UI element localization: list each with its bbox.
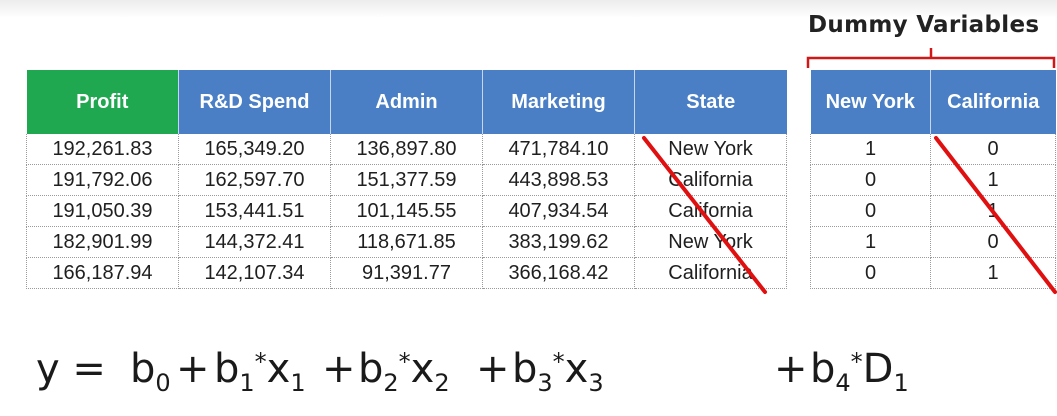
admin-header: Admin	[330, 70, 483, 134]
new-york-dummy-cell: 0	[810, 164, 931, 196]
top-shadow-bar	[0, 0, 1057, 18]
table-row: 1 0	[810, 226, 1056, 258]
subscript: 3	[588, 369, 604, 397]
subscript: 3	[537, 369, 553, 397]
table-row: 0 1	[810, 257, 1056, 289]
term-b4-d1: b4*D1	[810, 346, 909, 397]
marketing-header: Marketing	[482, 70, 635, 134]
rd-spend-header: R&D Spend	[178, 70, 331, 134]
dummy-header-row: New York California	[810, 70, 1056, 134]
new-york-dummy-cell: 0	[810, 195, 931, 227]
marketing-cell: 443,898.53	[482, 164, 635, 196]
marketing-cell: 407,934.54	[482, 195, 635, 227]
admin-cell: 101,145.55	[330, 195, 483, 227]
profit-cell: 191,050.39	[26, 195, 179, 227]
state-cell: California	[634, 257, 787, 289]
profit-header: Profit	[26, 70, 179, 134]
dummy-variable-d: D	[862, 346, 894, 392]
new-york-header: New York	[810, 70, 931, 134]
dummy-variables-table: New York California 1 0 0 1 0 1 1 0 0 1	[810, 70, 1056, 289]
dummy-variables-label: Dummy Variables	[808, 12, 1040, 38]
regression-equation: y = b0 + b1*x1 + b2*x2 + b3*x3 + b4*D1	[36, 346, 1036, 406]
state-cell: New York	[634, 226, 787, 258]
state-header: State	[634, 70, 787, 134]
admin-cell: 136,897.80	[330, 134, 483, 165]
profit-cell: 192,261.83	[26, 134, 179, 165]
dataset-table: Profit R&D Spend Admin Marketing State 1…	[26, 70, 787, 289]
equals-sign: =	[72, 346, 106, 392]
coefficient-b: b	[358, 346, 384, 392]
california-dummy-cell: 0	[930, 134, 1056, 165]
coefficient-b: b	[810, 346, 836, 392]
subscript: 0	[155, 369, 171, 397]
rd-spend-cell: 144,372.41	[178, 226, 331, 258]
subscript: 1	[290, 369, 306, 397]
rd-spend-cell: 162,597.70	[178, 164, 331, 196]
multiply-star: *	[398, 348, 411, 376]
profit-cell: 191,792.06	[26, 164, 179, 196]
multiply-star: *	[552, 348, 565, 376]
dummy-variables-bracket	[806, 48, 1056, 68]
rd-spend-cell: 142,107.34	[178, 257, 331, 289]
new-york-dummy-cell: 1	[810, 134, 931, 165]
table-row: 191,050.39 153,441.51 101,145.55 407,934…	[26, 195, 787, 227]
term-b0: b0	[130, 346, 171, 397]
multiply-star: *	[254, 348, 267, 376]
subscript: 1	[893, 369, 909, 397]
coefficient-b: b	[512, 346, 538, 392]
new-york-dummy-cell: 1	[810, 226, 931, 258]
subscript: 1	[239, 369, 255, 397]
table-row: 192,261.83 165,349.20 136,897.80 471,784…	[26, 134, 787, 165]
state-cell: California	[634, 164, 787, 196]
rd-spend-cell: 165,349.20	[178, 134, 331, 165]
admin-cell: 151,377.59	[330, 164, 483, 196]
dataset-header-row: Profit R&D Spend Admin Marketing State	[26, 70, 787, 134]
admin-cell: 118,671.85	[330, 226, 483, 258]
california-header: California	[930, 70, 1056, 134]
california-dummy-cell: 1	[930, 164, 1056, 196]
table-row: 0 1	[810, 164, 1056, 196]
california-dummy-cell: 1	[930, 257, 1056, 289]
subscript: 2	[434, 369, 450, 397]
table-row: 0 1	[810, 195, 1056, 227]
variable-x: x	[564, 346, 589, 392]
variable-x: x	[410, 346, 435, 392]
plus-sign: +	[322, 346, 356, 392]
equation-lhs: y =	[36, 346, 106, 392]
table-row: 1 0	[810, 134, 1056, 165]
california-dummy-cell: 0	[930, 226, 1056, 258]
subscript: 4	[835, 369, 851, 397]
table-row: 182,901.99 144,372.41 118,671.85 383,199…	[26, 226, 787, 258]
rd-spend-cell: 153,441.51	[178, 195, 331, 227]
state-cell: New York	[634, 134, 787, 165]
admin-cell: 91,391.77	[330, 257, 483, 289]
california-dummy-cell: 1	[930, 195, 1056, 227]
marketing-cell: 366,168.42	[482, 257, 635, 289]
term-b2-x2: b2*x2	[358, 346, 450, 397]
plus-sign: +	[774, 346, 808, 392]
y-variable: y	[36, 346, 60, 392]
variable-x: x	[266, 346, 291, 392]
term-b1-x1: b1*x1	[214, 346, 306, 397]
state-cell: California	[634, 195, 787, 227]
profit-cell: 182,901.99	[26, 226, 179, 258]
marketing-cell: 383,199.62	[482, 226, 635, 258]
table-row: 191,792.06 162,597.70 151,377.59 443,898…	[26, 164, 787, 196]
multiply-star: *	[850, 348, 863, 376]
profit-cell: 166,187.94	[26, 257, 179, 289]
subscript: 2	[383, 369, 399, 397]
plus-sign: +	[176, 346, 210, 392]
marketing-cell: 471,784.10	[482, 134, 635, 165]
coefficient-b: b	[214, 346, 240, 392]
new-york-dummy-cell: 0	[810, 257, 931, 289]
coefficient-b: b	[130, 346, 156, 392]
term-b3-x3: b3*x3	[512, 346, 604, 397]
table-row: 166,187.94 142,107.34 91,391.77 366,168.…	[26, 257, 787, 289]
plus-sign: +	[476, 346, 510, 392]
